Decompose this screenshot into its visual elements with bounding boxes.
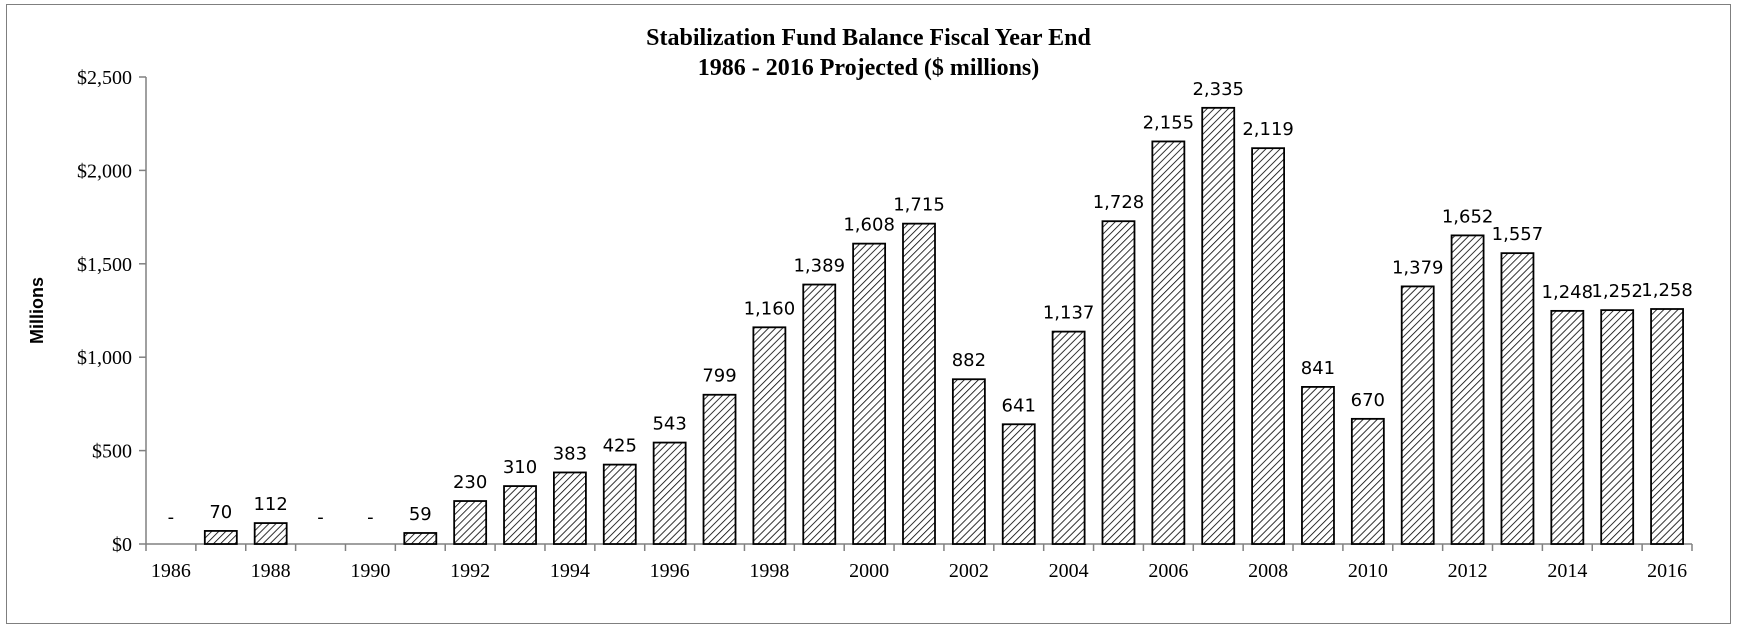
- data-label-1996: 543: [652, 414, 686, 435]
- y-axis-title: Millions: [27, 277, 47, 344]
- x-tick-label: 2004: [1049, 560, 1089, 582]
- bar-1987: [203, 530, 238, 545]
- bar-2000: [852, 242, 887, 545]
- x-tick-label: 1990: [350, 560, 390, 582]
- data-label-1997: 799: [702, 366, 736, 387]
- data-label-1995: 425: [603, 436, 637, 457]
- bar-2007: [1201, 106, 1236, 545]
- bar-2006: [1151, 140, 1186, 545]
- data-label-2005: 1,728: [1093, 192, 1145, 213]
- chart-title: Stabilization Fund Balance Fiscal Year E…: [646, 25, 1091, 51]
- data-label-2009: 841: [1301, 358, 1335, 379]
- data-label-1989: -: [317, 507, 324, 528]
- bar-1991: [403, 532, 438, 545]
- x-tick-label: 2012: [1448, 560, 1488, 582]
- bar-1999: [802, 283, 837, 545]
- bar-2011: [1400, 285, 1435, 545]
- data-label-1991: 59: [409, 504, 432, 525]
- bar-2009: [1301, 386, 1335, 545]
- bar-1988: [253, 522, 288, 545]
- data-label-2013: 1,557: [1492, 224, 1544, 245]
- x-tick-label: 1994: [550, 560, 590, 582]
- x-tick-label: 2002: [949, 560, 989, 582]
- data-label-1990: -: [367, 507, 374, 528]
- y-tick-label: $2,000: [77, 160, 132, 182]
- y-tick-label: $0: [112, 534, 132, 556]
- bar-2008: [1251, 147, 1285, 545]
- x-tick-label: 1996: [650, 560, 690, 582]
- data-label-2004: 1,137: [1043, 303, 1095, 324]
- data-label-1999: 1,389: [793, 256, 845, 277]
- bar-1994: [553, 471, 587, 545]
- bar-1995: [602, 463, 637, 545]
- data-label-1992: 230: [453, 472, 487, 493]
- x-tick-label: 2000: [849, 560, 889, 582]
- bar-1996: [652, 441, 687, 545]
- data-label-2014: 1,248: [1542, 282, 1594, 303]
- y-tick-label: $1,500: [77, 254, 132, 276]
- bar-2014: [1550, 309, 1585, 545]
- data-label-1993: 310: [503, 457, 537, 478]
- bar-1993: [503, 485, 537, 545]
- bar-2015: [1600, 309, 1635, 545]
- x-tick-label: 1988: [251, 560, 291, 582]
- data-label-1994: 383: [553, 443, 587, 464]
- bar-1997: [702, 393, 737, 545]
- bar-2016: [1650, 308, 1684, 545]
- data-label-2007: 2,335: [1192, 79, 1244, 100]
- data-label-2015: 1,252: [1591, 281, 1643, 302]
- chart-subtitle: 1986 - 2016 Projected ($ millions): [697, 55, 1040, 81]
- data-label-2003: 641: [1002, 395, 1036, 416]
- bar-2001: [902, 222, 936, 545]
- data-label-1998: 1,160: [744, 298, 796, 319]
- x-tick-label: 2006: [1148, 560, 1188, 582]
- data-label-2011: 1,379: [1392, 257, 1444, 278]
- bar-2005: [1101, 220, 1136, 545]
- bar-2012: [1450, 234, 1485, 545]
- bar-2003: [1001, 423, 1036, 545]
- x-tick-label: 2010: [1348, 560, 1388, 582]
- data-label-1986: -: [168, 507, 175, 528]
- bar-2002: [951, 378, 986, 545]
- x-tick-label: 1986: [151, 560, 191, 582]
- x-tick-label: 1992: [450, 560, 490, 582]
- bar-2010: [1350, 417, 1385, 545]
- x-tick-label: 2008: [1248, 560, 1288, 582]
- x-tick-label: 1998: [749, 560, 789, 582]
- y-tick-label: $2,500: [77, 67, 132, 89]
- bar-2004: [1051, 330, 1086, 545]
- data-label-2010: 670: [1351, 390, 1385, 411]
- x-tick-label: 2014: [1547, 560, 1587, 582]
- x-tick-label: 2016: [1647, 560, 1687, 582]
- data-label-2012: 1,652: [1442, 206, 1494, 227]
- y-tick-label: $1,000: [77, 347, 132, 369]
- y-tick-label: $500: [92, 441, 132, 463]
- data-label-2008: 2,119: [1242, 119, 1294, 140]
- data-label-2000: 1,608: [843, 215, 895, 236]
- data-label-2001: 1,715: [893, 195, 945, 216]
- data-label-2006: 2,155: [1143, 112, 1195, 133]
- bar-1998: [752, 326, 787, 545]
- data-label-1988: 112: [253, 494, 287, 515]
- data-label-2002: 882: [952, 350, 986, 371]
- data-label-2016: 1,258: [1641, 280, 1693, 301]
- bar-2013: [1500, 252, 1535, 545]
- bar-1992: [453, 500, 488, 545]
- data-label-1987: 70: [209, 502, 232, 523]
